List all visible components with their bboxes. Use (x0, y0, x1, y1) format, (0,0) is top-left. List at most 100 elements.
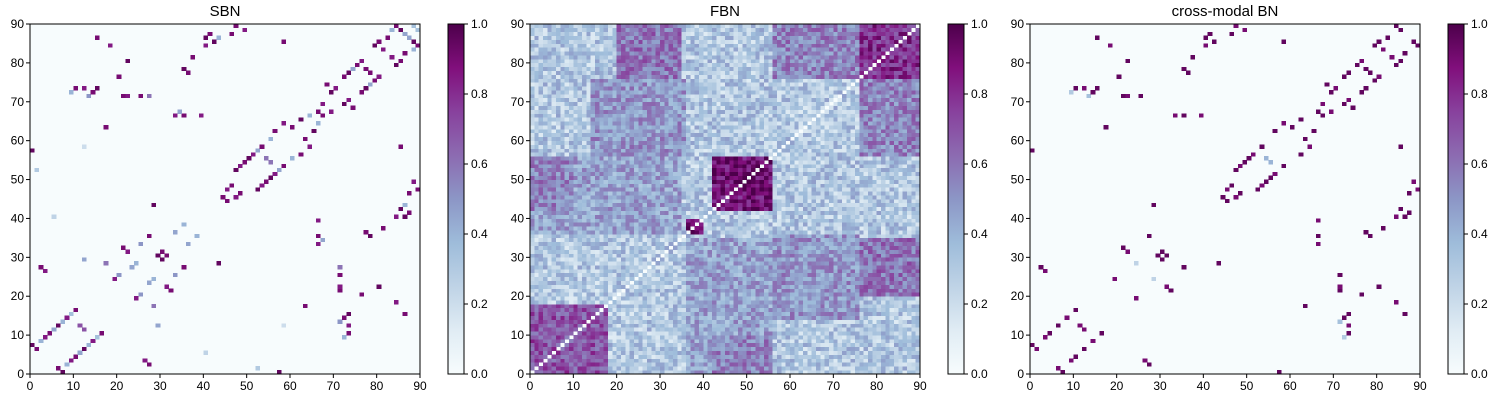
heatmap-cell (547, 327, 552, 332)
heatmap-cell (898, 362, 903, 367)
heatmap-cell (829, 237, 834, 243)
heatmap-cell (612, 253, 617, 258)
heatmap-cell (599, 327, 604, 332)
heatmap-cell (855, 342, 860, 348)
heatmap-cell (543, 327, 548, 332)
heatmap-cell (699, 370, 704, 375)
heatmap-cell (902, 327, 908, 332)
heatmap-cell (729, 276, 734, 281)
heatmap-cell (902, 350, 908, 355)
heatmap-cell (690, 245, 695, 250)
heatmap-cell (642, 346, 648, 351)
heatmap-cell (820, 339, 825, 344)
heatmap-cell (556, 171, 561, 176)
heatmap-cell (837, 199, 843, 204)
heatmap-cell (638, 249, 643, 254)
heatmap-cell (855, 191, 860, 196)
heatmap-cell (690, 167, 695, 173)
heatmap-cell (586, 300, 591, 305)
heatmap-cell (846, 187, 851, 192)
heatmap-cell (798, 261, 804, 266)
heatmap-cell (820, 354, 825, 359)
heatmap-cell (573, 237, 578, 243)
heatmap-cell (798, 366, 804, 371)
heatmap-cell (807, 346, 812, 351)
heatmap-cell (855, 327, 860, 332)
heatmap-cell (785, 358, 791, 363)
heatmap-cell (629, 269, 635, 274)
heatmap-cell (673, 199, 678, 204)
heatmap-cell (816, 358, 821, 363)
heatmap-cell (577, 253, 583, 258)
heatmap-cell (534, 370, 539, 375)
heatmap-cell (902, 342, 908, 348)
heatmap-cell (907, 272, 912, 278)
heatmap-cell (564, 230, 570, 235)
heatmap-cell (777, 339, 782, 344)
heatmap-cell (816, 276, 821, 281)
heatmap-cell (582, 284, 587, 289)
heatmap-cell (651, 335, 656, 340)
heatmap-cell (846, 296, 851, 301)
heatmap-cell (651, 304, 656, 309)
heatmap-cell (746, 183, 752, 188)
heatmap-cell (621, 354, 626, 359)
heatmap-cell (915, 331, 921, 336)
heatmap-cell (738, 272, 743, 278)
heatmap-cell (759, 323, 765, 328)
heatmap-cell (820, 195, 825, 200)
heatmap-cell (820, 280, 825, 285)
heatmap-cell (538, 199, 544, 204)
heatmap-cell (859, 331, 864, 336)
heatmap-cell (842, 183, 847, 188)
heatmap-cell (837, 179, 843, 184)
heatmap-cell (746, 234, 752, 239)
heatmap-cell (716, 187, 721, 192)
heatmap-cell (655, 269, 661, 274)
heatmap-cell (902, 179, 908, 184)
heatmap-cell (303, 136, 308, 141)
heatmap-cell (625, 237, 630, 243)
heatmap-cell (703, 370, 708, 375)
heatmap-cell (902, 183, 908, 188)
heatmap-cell (846, 175, 851, 180)
heatmap-cell (729, 230, 734, 235)
heatmap-cell (790, 195, 795, 200)
heatmap-cell (673, 346, 678, 351)
heatmap-cell (664, 230, 669, 235)
heatmap-cell (651, 187, 656, 192)
heatmap-cell (889, 179, 895, 184)
heatmap-cell (621, 284, 626, 289)
heatmap-cell (333, 86, 338, 91)
heatmap-cell (751, 206, 756, 211)
heatmap-cell (772, 230, 778, 235)
heatmap-cell (716, 366, 721, 371)
heatmap-cell (677, 210, 682, 215)
heatmap-cell (560, 195, 565, 200)
heatmap-cell (846, 249, 851, 254)
heatmap-cell (577, 342, 583, 348)
heatmap-cell (707, 358, 713, 363)
heatmap-cell (538, 210, 544, 215)
heatmap-cell (634, 354, 639, 359)
heatmap-cell (603, 261, 609, 266)
heatmap-cell (720, 370, 726, 375)
heatmap-cell (790, 241, 795, 246)
heatmap-cell (612, 280, 617, 285)
heatmap-cell (668, 179, 674, 184)
heatmap-cell (686, 187, 691, 192)
heatmap-cell (846, 358, 851, 363)
heatmap-cell (816, 362, 821, 367)
heatmap-cell (894, 346, 899, 351)
heatmap-cell (690, 183, 695, 188)
heatmap-cell (885, 218, 890, 223)
heatmap-cell (742, 331, 747, 336)
heatmap-cell (660, 175, 665, 180)
heatmap-cell (885, 241, 890, 246)
heatmap-cell (629, 346, 635, 351)
heatmap-cell (560, 261, 565, 266)
heatmap-cell (573, 362, 578, 367)
heatmap-cell (781, 187, 786, 192)
heatmap-cell (577, 319, 583, 324)
